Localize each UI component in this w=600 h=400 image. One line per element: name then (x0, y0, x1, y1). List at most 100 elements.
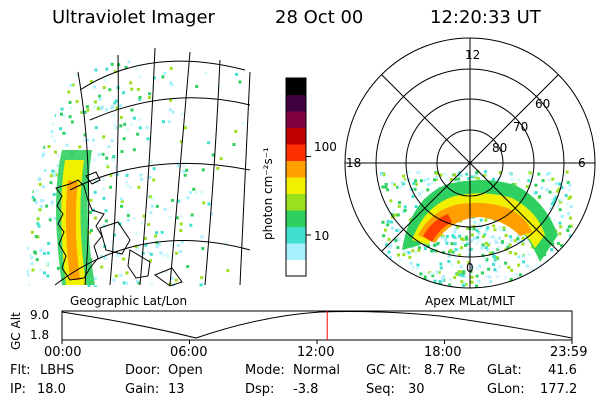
emission-pixel (136, 132, 140, 136)
geographic-caption: Geographic Lat/Lon (70, 294, 188, 308)
emission-pixel (414, 251, 418, 255)
emission-pixel (170, 83, 174, 87)
emission-pixel (122, 257, 126, 261)
emission-pixel (381, 259, 385, 263)
status-filter-value: LBHS (40, 363, 75, 378)
emission-pixel (209, 212, 213, 216)
emission-pixel (560, 215, 564, 219)
emission-pixel (473, 220, 477, 224)
emission-pixel (387, 250, 391, 254)
emission-pixel (382, 173, 386, 177)
emission-pixel (555, 267, 559, 271)
emission-pixel (132, 216, 136, 220)
emission-pixel (134, 67, 138, 71)
emission-pixel (418, 171, 422, 175)
emission-pixel (568, 183, 572, 187)
colorbar-cell (286, 111, 306, 128)
emission-pixel (432, 243, 436, 247)
emission-pixel (382, 282, 386, 286)
emission-pixel (43, 70, 47, 74)
emission-pixel (403, 209, 407, 213)
emission-pixel (478, 177, 482, 181)
colorbar-cell (286, 193, 306, 211)
emission-pixel (479, 218, 483, 222)
emission-pixel (161, 120, 165, 124)
emission-pixel (439, 262, 443, 266)
emission-pixel (29, 190, 33, 194)
orbit-altitude-curve (61, 311, 573, 339)
emission-pixel (381, 185, 385, 189)
emission-pixel (474, 174, 478, 178)
emission-pixel (547, 270, 551, 274)
emission-pixel (99, 107, 103, 111)
emission-pixel (393, 183, 397, 187)
emission-pixel (548, 216, 552, 220)
emission-pixel (550, 202, 554, 206)
emission-pixel (390, 181, 394, 185)
emission-pixel (408, 255, 412, 259)
emission-pixel (407, 251, 411, 255)
emission-pixel (457, 248, 461, 252)
emission-pixel (165, 270, 169, 274)
status-filter-label: Flt: (10, 363, 31, 378)
emission-pixel (394, 238, 398, 242)
emission-pixel (232, 143, 236, 147)
emission-pixel (34, 200, 38, 204)
emission-pixel (483, 174, 487, 178)
emission-pixel (137, 281, 141, 285)
emission-pixel (179, 228, 183, 232)
emission-pixel (47, 73, 51, 77)
emission-pixel (130, 87, 134, 91)
emission-pixel (450, 289, 453, 292)
emission-pixel (96, 107, 100, 111)
emission-pixel (389, 273, 393, 277)
emission-pixel (531, 268, 535, 272)
emission-pixel (206, 141, 210, 145)
emission-pixel (460, 246, 464, 250)
emission-pixel (26, 178, 29, 182)
emission-pixel (389, 280, 393, 284)
emission-pixel (41, 199, 45, 203)
emission-pixel (532, 284, 536, 288)
emission-pixel (458, 273, 462, 277)
emission-pixel (407, 178, 411, 182)
emission-pixel (53, 173, 57, 177)
emission-pixel (383, 285, 387, 288)
emission-pixel (94, 126, 98, 130)
auroral-oval-core (418, 202, 532, 243)
emission-pixel (402, 174, 406, 178)
emission-pixel (422, 272, 426, 276)
emission-pixel (475, 229, 479, 233)
emission-pixel (147, 223, 151, 227)
emission-pixel (569, 224, 573, 228)
emission-pixel (472, 237, 476, 241)
emission-pixel (104, 219, 108, 223)
emission-pixel (26, 138, 29, 142)
emission-pixel (386, 223, 390, 227)
emission-pixel (135, 279, 139, 283)
emission-pixel (124, 65, 128, 69)
emission-pixel (387, 237, 391, 241)
emission-pixel (503, 276, 507, 280)
emission-pixel (140, 177, 144, 181)
emission-pixel (114, 165, 118, 169)
emission-pixel (105, 67, 109, 71)
emission-pixel (568, 195, 572, 199)
emission-pixel (241, 121, 245, 125)
emission-pixel (497, 227, 501, 231)
emission-pixel (97, 153, 101, 157)
emission-pixel (567, 188, 571, 192)
emission-pixel (226, 269, 230, 273)
emission-pixel (496, 247, 500, 251)
emission-pixel (465, 288, 468, 291)
emission-pixel (170, 243, 174, 247)
emission-pixel (137, 245, 141, 249)
emission-pixel (489, 235, 493, 239)
emission-pixel (554, 195, 558, 199)
emission-pixel (421, 289, 424, 292)
orbit-time-ticks (61, 340, 573, 344)
emission-pixel (161, 253, 165, 257)
emission-pixel (554, 181, 558, 185)
emission-pixel (461, 274, 465, 278)
emission-pixel (470, 175, 474, 179)
